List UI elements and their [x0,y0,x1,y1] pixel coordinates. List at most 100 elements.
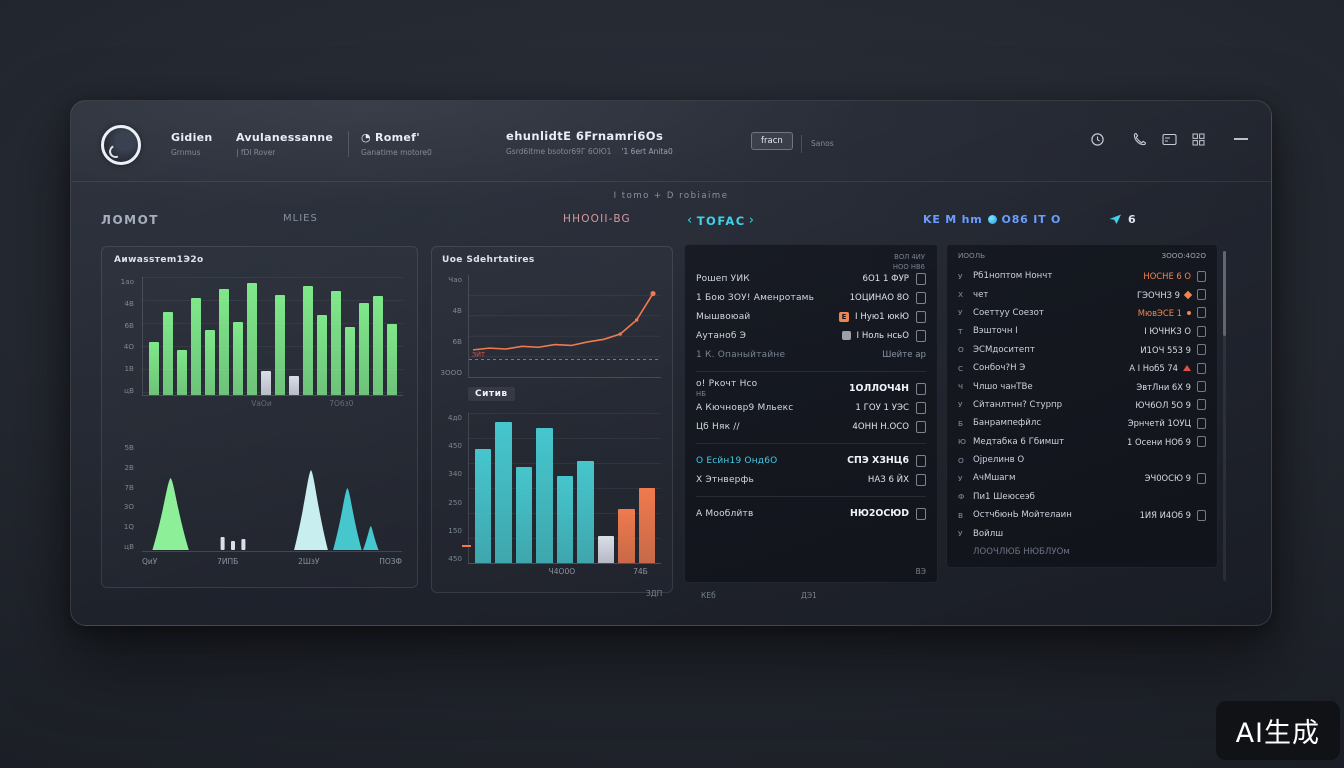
chart-bar [275,294,285,395]
value-chip-icon [1197,362,1206,374]
nav-item-romef[interactable]: ◔ Romef' Ganatime motore0 [361,131,432,157]
list-item[interactable]: 1 К. Опаныйтайне Шейте ар [685,345,937,364]
nav-item-avulanessanne[interactable]: Avulanessanne | fDl Rover [236,131,333,157]
list-item-right: Эрнчетй 1ОУЦ [1128,417,1206,429]
tab-label: TOFAC [696,213,746,228]
scrollbar[interactable] [1223,251,1226,581]
chart-bar [233,321,243,395]
chevron-right-icon: › [748,213,756,228]
list-item-right: 1ИЯ И4Об 9 [1140,509,1206,521]
list-item[interactable]: У Сйтанлтнн? Стурпр ЮЧ6ОЛ 5О 9 [947,396,1217,414]
tab-lomot[interactable]: ЛОМОТ [101,213,159,227]
list-item[interactable]: Ф Пи1 Шеюсеэб [947,488,1217,506]
list-item[interactable]: О Есйн19 Онд6О СПЭ ХЗНЦ6 [685,451,937,470]
list-item-value: НОСНЕ 6 О [1143,271,1191,282]
list-item-label: ЭСМдоситепт [973,344,1035,355]
tab-tofac[interactable]: ‹ TOFAC › [687,213,755,228]
tab-label: О86 IT О [1001,213,1062,226]
list-item[interactable]: о! Ркочт Нсо НБ 1ОЛЛОЧ4Н [685,379,937,398]
list-item-value: СПЭ ХЗНЦ6 [847,455,909,466]
list-item[interactable]: О ЭСМдоситепт И1ОЧ 553 9 [947,341,1217,359]
list-item[interactable]: У Рб1ноптом Нончт НОСНЕ 6 О [947,267,1217,285]
list-item[interactable]: У Войлш [947,524,1217,542]
list-item[interactable]: Аутаноб Э I Ноль нсьО [685,326,937,345]
app-logo[interactable] [101,125,141,165]
y-tick-label: 5В [124,443,134,452]
list-item-right: ЭЧ0ОСЮ 9 [1145,472,1206,484]
list-item[interactable]: Х Этнверфь НАЗ 6 ЙХ [685,470,937,489]
list-item[interactable]: Мышвоюай Е I Ную1 юкЮ [685,307,937,326]
list-item[interactable]: У АчМшагм ЭЧ0ОСЮ 9 [947,469,1217,487]
tab-send[interactable]: 6 [1109,213,1136,226]
phone-icon[interactable] [1132,131,1148,147]
list-item-label: Члшо чанТВе [973,381,1033,392]
value-chip-icon [916,291,926,304]
list-item[interactable]: Рошеп УИК 6О1 1 ФУР [685,269,937,288]
chart-bar [359,302,369,395]
list-item[interactable]: Цб Няк // 4ОНН Н.ОСО [685,417,937,436]
tab-hhooii-bg[interactable]: HHOOII-BG [563,213,631,225]
chevron-left-icon: ‹ [687,213,694,228]
y-axis-labels: Чао 4В 6В ЗООО [436,275,462,377]
tab-label: KЕ М hm [923,213,983,226]
list-item[interactable]: С Сонбоч?Н Э А I Ноб5 74 [947,359,1217,377]
list-item[interactable]: У Соеттуу Соезот МювЭСЕ 1 [947,304,1217,322]
clock-icon[interactable] [1089,131,1105,147]
row-icon: Ф [958,492,965,502]
list-item[interactable]: Ч Члшо чанТВе ЭвтЛни 6Х 9 [947,377,1217,395]
list-item[interactable]: ЛООЧЛЮБ НЮБЛУОм [947,543,1217,561]
list-item-right: ЮЧ6ОЛ 5О 9 [1135,399,1206,411]
value-chip-icon [1197,381,1206,393]
check-icon [841,331,851,340]
dot-icon [1187,310,1191,315]
fracn-button[interactable]: fracn [751,132,793,150]
tab-mlies[interactable]: MLIES [283,213,318,224]
row-icon: Ю [958,437,966,447]
list-item-value: 1ОЦИНАО 8О [849,292,909,303]
grid-icon[interactable] [1190,131,1206,147]
chart-bar [495,422,512,563]
chart-bar [618,509,635,563]
chart-legend: Ситив [468,387,515,401]
row-icon: Х [958,290,964,300]
list-item-right: МювЭСЕ 1 [1138,307,1206,319]
list-item-value: И1ОЧ 553 9 [1140,344,1191,355]
list-item-right: И1ОЧ 553 9 [1140,344,1206,356]
bar-series [143,277,403,395]
list-item[interactable]: О Оjрелинв О [947,451,1217,469]
x-tick-label: 2ШзУ [298,557,320,566]
value-chip-icon [916,272,926,285]
corner-label: ВЭ [915,567,926,576]
nav-item-label: ◔ Romef' [361,131,420,144]
chart-bar [475,449,492,563]
panel-header: ИООЛЬ ЗООО:4О2О [947,251,1217,260]
value-chip-icon [1197,436,1206,448]
scrollbar-thumb[interactable] [1223,251,1226,336]
list-item-value: 1ОЛЛОЧ4Н [849,383,909,394]
tab-ke-m[interactable]: KЕ М hm О86 IT О [923,213,1061,226]
y-axis-labels: 1ао 4В 6В 4О 1В цВ [108,277,134,395]
list-item[interactable]: В ОстчбюнЬ Мойтелаин 1ИЯ И4Об 9 [947,506,1217,524]
nav-item-gidien[interactable]: Gidien Grnmus [171,131,213,157]
menu-minus-icon[interactable] [1233,131,1249,147]
list-item[interactable]: Б Банрампефйлс Эрнчетй 1ОУЦ [947,414,1217,432]
list-item-value: А I Ноб5 74 [1129,363,1178,374]
y-tick-label: цВ [124,541,134,551]
list-item[interactable]: Ю Медтабка 6 Гбимшт 1 Осени НОб 9 [947,433,1217,451]
list-item[interactable]: А Мооблйтв НЮ2ОСЮD [685,504,937,523]
list-item-value: I ЮЧНКЗ О [1144,326,1191,337]
list-item[interactable]: 1 Бою ЗОУ! Аменротамь 1ОЦИНАО 8О [685,288,937,307]
list-item-label: А Мооблйтв [696,508,754,519]
card-icon[interactable] [1161,131,1177,147]
y-tick-label: 2В [124,462,134,472]
globe-icon [987,215,997,224]
list-item-value: 1 Осени НОб 9 [1127,436,1191,447]
svg-text:ЗЙТ: ЗЙТ [472,350,485,359]
list-item[interactable]: Т Вэшточн I I ЮЧНКЗ О [947,322,1217,340]
list-item-value: I Ноль нсьО [856,330,909,341]
chart-bar [177,350,187,395]
list-item[interactable]: А Кючновр9 Мльекс 1 ГОУ 1 УЭС [685,398,937,417]
list-item-label: 1 К. Опаныйтайне [696,349,786,360]
x-tick-label: QиУ [142,557,158,566]
